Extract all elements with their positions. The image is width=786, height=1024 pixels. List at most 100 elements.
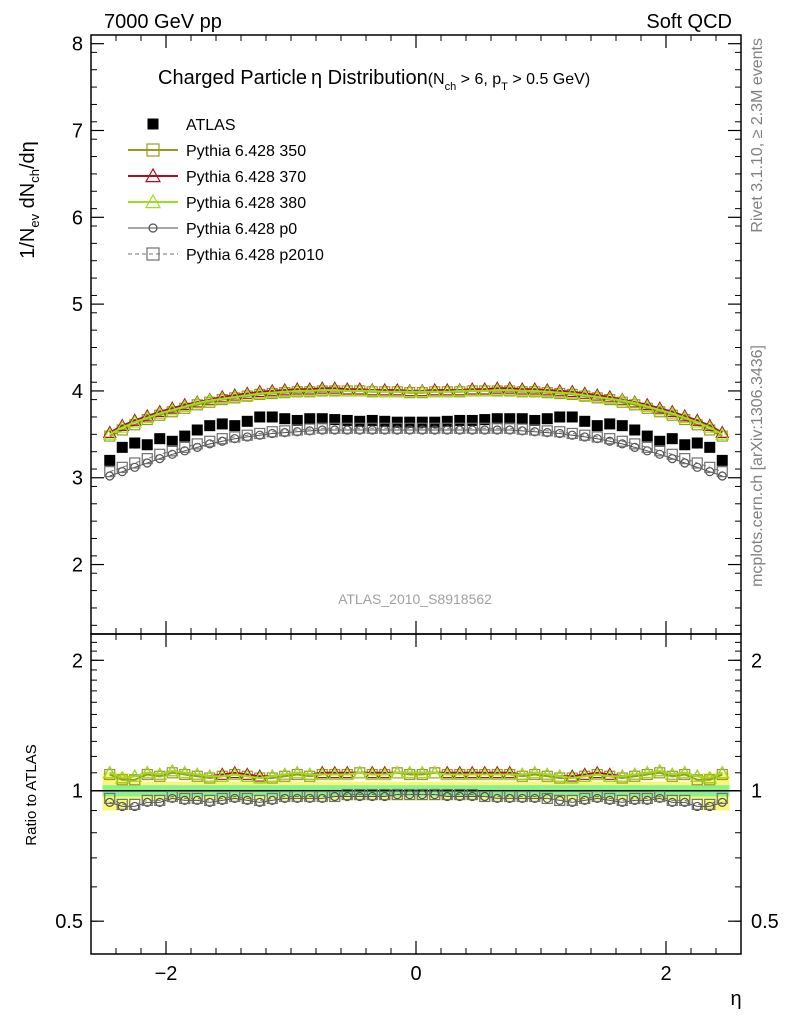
main-point-p370	[152, 404, 167, 418]
main-point-p0	[317, 425, 327, 435]
ratio-point-p380	[240, 769, 255, 782]
main-point-p0	[430, 425, 440, 435]
ratio-point-p370	[215, 767, 230, 780]
main-point-atlas	[541, 413, 553, 425]
legend-label-p350: Pythia 6.428 350	[186, 143, 306, 160]
main-point-p0	[205, 439, 215, 449]
ratio-point-p2010	[479, 790, 491, 803]
main-point-atlas	[454, 414, 466, 426]
ratio-point-p380	[215, 769, 230, 782]
main-point-atlas	[679, 439, 691, 451]
ratio-point-p380	[315, 767, 330, 780]
main-point-p2010	[554, 426, 566, 438]
ratio-point-p2010	[491, 790, 503, 803]
main-point-p380	[640, 399, 655, 412]
ratio-point-p2010	[104, 792, 116, 805]
axes: 2 3 4 5 6 7 8 0.5 0.5 1 1 2 2 −2 0 2	[55, 34, 779, 985]
ratio-y-tick-label: 2	[72, 650, 83, 672]
ratio-point-p0	[180, 795, 190, 805]
main-point-p380	[390, 384, 405, 398]
main-point-atlas	[416, 416, 428, 428]
ratio-point-p2010	[341, 788, 353, 801]
main-point-atlas	[404, 416, 416, 428]
main-point-p2010	[704, 461, 716, 473]
ratio-point-p0	[617, 797, 627, 807]
main-point-p0	[642, 446, 652, 456]
main-point-p380	[127, 414, 142, 428]
main-y-tick-label: 3	[72, 468, 83, 490]
ratio-point-p380	[290, 765, 305, 779]
main-point-p2010	[691, 457, 703, 469]
ratio-point-p2010	[679, 794, 691, 806]
main-point-p370	[115, 418, 130, 432]
ratio-point-p0	[655, 793, 665, 804]
ratio-point-p380	[552, 769, 567, 782]
ratio-point-p0	[467, 791, 477, 802]
main-point-p2010	[629, 438, 641, 450]
ratio-point-p0	[217, 795, 227, 805]
main-point-p380	[577, 388, 592, 401]
main-point-p370	[127, 413, 142, 426]
ratio-point-p2010	[666, 794, 678, 806]
ratio-panel-marks	[102, 763, 730, 812]
main-point-p380	[315, 382, 330, 396]
main-point-p380	[202, 393, 217, 406]
main-point-atlas	[204, 420, 216, 432]
main-point-p2010	[454, 422, 466, 434]
main-point-atlas	[141, 439, 153, 451]
ratio-point-p350	[204, 772, 216, 784]
ratio-point-p2010	[591, 790, 603, 803]
ratio-point-p2010	[504, 790, 516, 803]
ratio-point-p2010	[116, 798, 128, 811]
ratio-point-p2010	[204, 794, 216, 806]
ratio-point-p0	[455, 791, 465, 802]
ratio-point-p0	[542, 793, 552, 804]
main-point-p380	[140, 410, 155, 424]
main-point-p370	[602, 389, 617, 403]
ratio-point-p2010	[529, 790, 541, 803]
main-point-p0	[242, 432, 252, 442]
ratio-point-p0	[705, 801, 715, 812]
main-point-atlas	[191, 424, 203, 436]
ratio-point-p350	[416, 768, 428, 781]
mcplots-label: mcplots.cern.ch [arXiv:1306.3436]	[749, 345, 766, 587]
main-point-p370	[590, 388, 605, 401]
main-point-atlas	[391, 416, 403, 428]
ratio-point-p350	[616, 772, 628, 784]
main-point-p370	[552, 383, 567, 397]
header-right-label: Soft QCD	[646, 11, 732, 33]
main-point-p370	[427, 382, 442, 396]
ratio-point-p350	[554, 772, 566, 784]
ratio-point-p380	[252, 770, 267, 784]
main-point-p380	[702, 420, 717, 433]
ratio-point-p380	[527, 765, 542, 779]
ratio-point-p380	[715, 765, 730, 779]
main-point-atlas	[641, 430, 653, 442]
main-point-p0	[280, 427, 290, 438]
ratio-point-p350	[541, 770, 553, 782]
main-point-atlas	[116, 441, 128, 453]
main-point-p0	[292, 427, 302, 437]
main-line-p0	[109, 429, 723, 477]
main-line-p380	[109, 389, 723, 436]
ratio-point-p380	[452, 767, 467, 780]
main-point-p0	[267, 428, 277, 439]
main-point-p0	[130, 462, 140, 472]
main-point-p380	[565, 386, 580, 399]
main-point-p2010	[579, 429, 591, 441]
main-point-p370	[215, 389, 230, 403]
main-point-p0	[442, 425, 452, 435]
main-point-p370	[490, 381, 505, 394]
main-point-atlas	[579, 415, 591, 427]
ratio-point-p2010	[291, 790, 303, 803]
ratio-y-tick-label: 0.5	[55, 911, 83, 933]
ratio-point-p370	[315, 765, 330, 779]
main-point-p0	[105, 471, 115, 481]
main-point-p380	[327, 382, 342, 396]
main-point-p380	[365, 383, 380, 397]
main-point-p380	[340, 383, 355, 397]
main-point-p380	[165, 402, 180, 416]
ratio-point-p2010	[379, 788, 391, 801]
main-point-p370	[665, 404, 680, 418]
ratio-point-p2010	[391, 788, 403, 801]
